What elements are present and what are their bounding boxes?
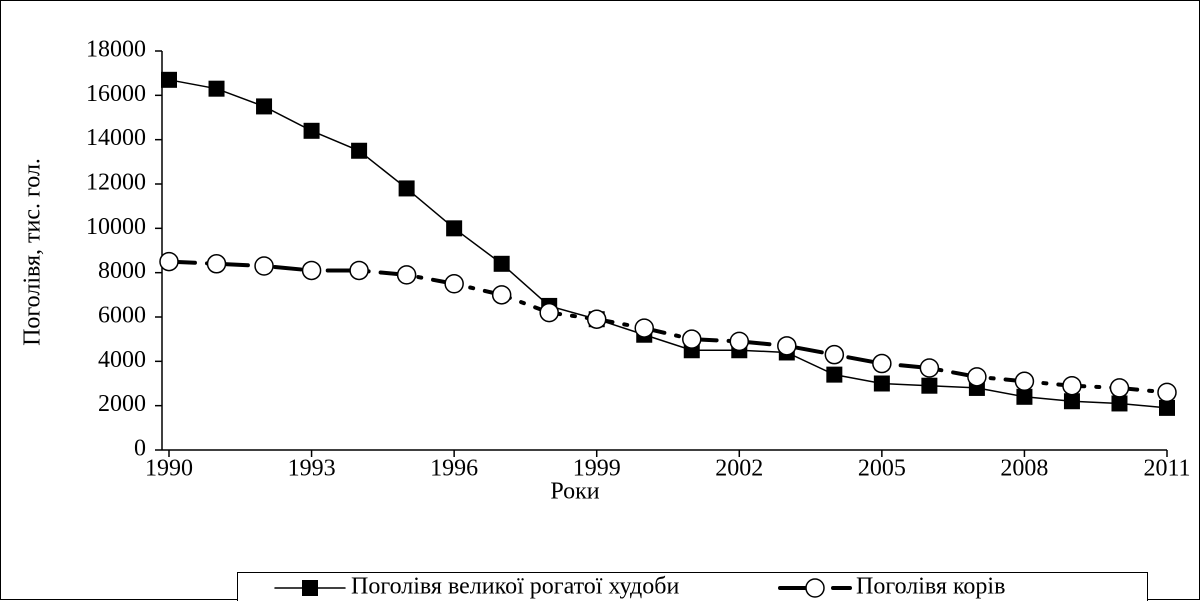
data-point xyxy=(1109,378,1130,398)
y-tick-label: 2000 xyxy=(98,391,146,417)
data-point xyxy=(682,329,702,349)
data-point xyxy=(254,256,274,276)
x-tick-label: 2008 xyxy=(1000,456,1048,482)
data-point xyxy=(634,318,654,338)
data-point xyxy=(208,80,225,97)
y-tick-label: 10000 xyxy=(86,214,146,240)
y-tick-label: 18000 xyxy=(86,37,146,63)
data-point xyxy=(206,254,227,274)
legend-marker xyxy=(302,580,318,596)
data-point xyxy=(161,71,177,88)
data-point xyxy=(967,367,987,387)
data-point xyxy=(398,180,415,197)
x-tick-label: 2002 xyxy=(715,456,763,482)
data-point xyxy=(159,251,179,272)
data-point xyxy=(777,336,797,356)
data-point xyxy=(1014,371,1035,392)
y-axis-label: Поголівя, тис. гол. xyxy=(20,158,46,346)
data-point xyxy=(729,331,750,352)
x-tick-label: 2011 xyxy=(1143,456,1190,482)
data-point xyxy=(301,260,322,281)
y-tick-label: 4000 xyxy=(98,347,146,373)
data-point xyxy=(1063,393,1080,410)
y-tick-label: 0 xyxy=(134,436,146,462)
data-point xyxy=(349,260,369,281)
data-point xyxy=(444,274,464,294)
data-point xyxy=(824,344,845,365)
series-line xyxy=(167,259,1169,395)
data-point xyxy=(1062,375,1082,396)
data-point xyxy=(1159,399,1175,416)
legend-marker xyxy=(805,578,825,598)
x-axis-label: Роки xyxy=(550,479,599,505)
data-point xyxy=(539,302,559,323)
y-tick-label: 16000 xyxy=(86,81,146,107)
x-tick-label: 1993 xyxy=(288,456,336,482)
data-point xyxy=(303,122,320,139)
legend-label: Поголівя корів xyxy=(856,574,1005,600)
series-line xyxy=(168,79,1168,409)
data-point xyxy=(493,255,510,272)
data-point xyxy=(873,375,890,392)
y-tick-label: 6000 xyxy=(98,303,146,329)
data-point xyxy=(1016,388,1033,405)
data-point xyxy=(919,358,940,378)
y-tick-label: 14000 xyxy=(86,125,146,151)
data-point xyxy=(1157,382,1177,403)
data-point xyxy=(826,366,843,383)
x-tick-label: 2005 xyxy=(858,456,906,482)
data-point xyxy=(921,377,938,394)
data-point xyxy=(351,142,368,159)
legend-box xyxy=(237,572,1148,601)
x-tick-label: 1996 xyxy=(430,456,478,482)
data-point xyxy=(491,285,512,305)
data-point xyxy=(396,265,417,285)
data-point xyxy=(256,98,273,115)
data-point xyxy=(872,353,892,374)
data-point xyxy=(1111,395,1128,412)
y-tick-label: 8000 xyxy=(98,258,146,284)
data-point xyxy=(586,309,607,329)
x-tick-label: 1990 xyxy=(145,456,193,482)
legend-label: Поголівя великої рогатої худоби xyxy=(351,574,679,600)
y-tick-label: 12000 xyxy=(86,170,146,196)
x-tick-label: 1999 xyxy=(573,456,621,482)
data-point xyxy=(446,220,463,237)
